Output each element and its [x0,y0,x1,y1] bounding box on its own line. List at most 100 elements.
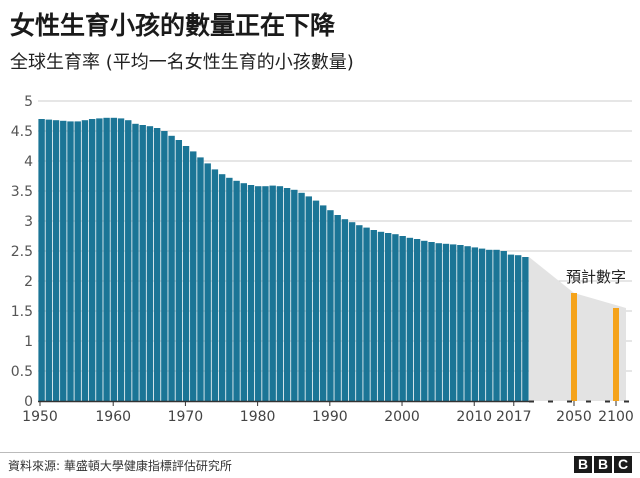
y-tick-label-6: 3 [24,214,33,230]
bar-2001 [406,237,414,401]
bar-1977 [233,180,240,401]
y-tick-label-3: 1.5 [11,304,33,320]
x-tick-label-2010: 2010 [456,409,492,425]
bar-1991 [334,215,341,401]
bar-2016 [514,255,522,401]
bar-1952 [52,120,60,401]
y-tick-label-9: 4.5 [11,124,33,140]
bar-1979 [247,185,255,401]
bar-1996 [370,230,377,401]
bar-1993 [348,222,356,401]
bar-2012 [486,249,493,401]
fertility-rate-chart: 0 0.5 1 1.5 2 2.5 3 3.5 4 4.5 5 1950 1960 1970 1980 199… [11,94,634,425]
bar-1975 [218,174,226,401]
x-tick-label-2050: 2050 [556,409,592,425]
logo-letter-b2: B [594,456,612,473]
bar-1998 [384,233,392,401]
bar-2010 [471,247,479,401]
bar-1956 [81,120,89,401]
x-tick-label-2000: 2000 [384,409,420,425]
y-tick-label-1: 0.5 [11,364,33,380]
x-tick-label-1990: 1990 [312,409,348,425]
y-tick-label-5: 2.5 [11,244,33,260]
bar-1958 [96,118,103,402]
bar-1997 [377,231,385,401]
bar-1974 [211,169,219,401]
logo-letter-b1: B [574,456,592,473]
bar-1964 [139,125,146,401]
bar-2000 [399,236,406,401]
bar-2015 [507,254,515,401]
bar-2009 [464,246,471,401]
bar-1962 [125,120,132,401]
bar-1954 [67,121,74,402]
x-tick-label-2100: 2100 [598,409,634,425]
bar-1969 [175,140,183,401]
y-tick-label-4: 2 [24,274,33,290]
bar-1951 [45,119,53,401]
bar-1963 [132,123,139,402]
bar-2003 [421,240,428,401]
bar-1953 [60,120,67,402]
bar-1982 [269,185,276,401]
bar-1994 [356,225,363,401]
footer-divider [0,452,640,453]
bar-1960 [110,117,118,402]
bar-1971 [190,151,197,401]
bar-2014 [500,251,507,401]
bar-1961 [117,118,125,402]
x-tick-label-1960: 1960 [95,409,131,425]
projection-annotation: 預計數字 [566,268,626,286]
bar-1983 [276,186,284,401]
bar-2017 [522,257,529,401]
bar-2002 [413,239,421,401]
bar-1992 [341,219,349,401]
bar-1981 [262,186,269,401]
bar-2004 [428,242,435,401]
bar-1989 [320,205,327,401]
chart-subtitle: 全球生育率 (平均一名女性生育的小孩數量) [10,52,354,73]
bar-1988 [312,200,320,401]
bbc-logo: B B C [574,456,632,473]
bar-1973 [204,163,211,401]
bar-1967 [161,131,168,401]
bar-1970 [182,146,190,401]
x-tick-label-1970: 1970 [168,409,204,425]
bar-1950 [38,119,45,401]
x-tick-label-2017: 2017 [496,409,532,425]
y-tick-label-8: 4 [24,154,33,170]
logo-letter-c: C [614,456,632,473]
y-tick-label-0: 0 [24,394,33,410]
bar-2007 [449,244,457,401]
y-tick-label-7: 3.5 [11,184,33,200]
projection-bar-2100 [613,308,619,401]
bar-2013 [493,249,500,401]
bar-1965 [146,126,154,401]
bar-1980 [255,186,262,401]
bar-2006 [442,243,450,401]
source-note: 資料來源: 華盛頓大學健康指標評估研究所 [8,459,232,473]
projection-bar-2050 [571,293,577,401]
bar-2008 [457,245,464,401]
bar-1972 [197,157,204,401]
y-tick-label-10: 5 [24,94,33,110]
x-tick-label-1980: 1980 [240,409,276,425]
bar-1999 [392,234,399,401]
bar-1985 [291,189,298,401]
bar-1995 [363,227,370,401]
bar-1959 [103,117,110,402]
bar-2005 [435,243,442,401]
bar-1955 [74,121,81,402]
projection-band [529,257,626,401]
bar-1984 [283,188,291,401]
bar-2011 [478,248,486,401]
y-tick-label-2: 1 [24,334,33,350]
bar-1957 [88,119,96,401]
bar-1986 [298,192,305,401]
bar-1968 [168,135,175,402]
bar-1966 [153,128,161,401]
bar-1990 [327,210,334,401]
chart-title: 女性生育小孩的數量正在下降 [10,11,336,40]
bar-1978 [240,183,247,401]
bar-1976 [226,177,233,401]
